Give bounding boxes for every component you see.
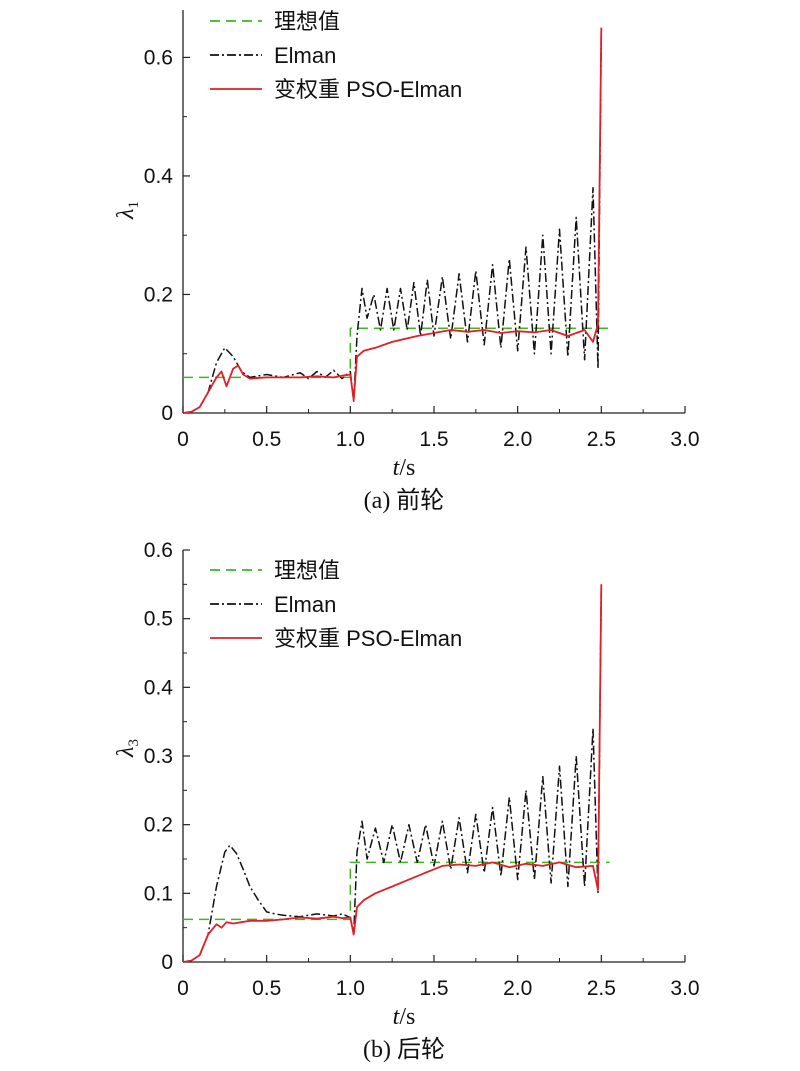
y-axis-label: λ1 — [113, 201, 142, 220]
panel-front-wheel: 0 0.5 1.0 1.5 2.0 2.5 3.0 0 0.2 0.4 0.6 λ1 t/s (a) 前轮… — [113, 9, 700, 514]
legend-label-2: 变权重 PSO-Elman — [274, 77, 462, 102]
y-tick-label: 0.6 — [144, 46, 173, 69]
x-tick-label: 2.0 — [503, 428, 532, 451]
panel-caption: (b) 后轮 — [363, 1036, 445, 1063]
series-line-0 — [183, 861, 610, 921]
panel-caption: (a) 前轮 — [364, 487, 445, 514]
x-tick-label: 2.5 — [587, 428, 616, 451]
legend-label-1: Elman — [274, 43, 336, 68]
y-tick-label: 0 — [161, 951, 173, 974]
y-axis-symbol: λ — [113, 747, 139, 758]
x-tick-label: 1.5 — [419, 428, 448, 451]
x-tick-label: 1.5 — [419, 977, 448, 1000]
x-axis-unit: /s — [399, 455, 415, 481]
y-tick-label: 0.4 — [144, 676, 174, 699]
y-axis-symbol: λ — [113, 209, 139, 220]
y-tick-label: 0 — [161, 402, 173, 425]
x-axis-variable: t — [393, 455, 401, 481]
x-axis-unit: /s — [399, 1004, 415, 1030]
x-tick-label: 2.0 — [503, 977, 532, 1000]
x-tick-label: 2.5 — [587, 977, 616, 1000]
y-axis-subscript: 1 — [126, 201, 142, 209]
y-tick-label: 0.3 — [144, 745, 173, 768]
series-line-0 — [183, 327, 610, 379]
y-tick-label: 0.5 — [144, 608, 173, 631]
y-tick-label: 0.1 — [144, 882, 173, 905]
series-line-2 — [183, 584, 603, 963]
y-tick-label: 0.6 — [144, 539, 173, 562]
x-axis-label: t/s — [393, 455, 416, 481]
x-tick-label: 0 — [177, 977, 189, 1000]
x-axis-label: t/s — [393, 1004, 416, 1030]
x-tick-label: 3.0 — [670, 428, 699, 451]
series-line-1 — [183, 584, 603, 963]
x-tick-label: 0.5 — [252, 977, 281, 1000]
x-tick-label: 1.0 — [336, 428, 365, 451]
legend-label-0: 理想值 — [274, 558, 340, 583]
y-tick-label: 0.2 — [144, 814, 173, 837]
x-tick-label: 0.5 — [252, 428, 281, 451]
series-line-2 — [183, 27, 603, 414]
series-line-1 — [183, 27, 603, 414]
x-tick-label: 0 — [177, 428, 189, 451]
x-tick-label: 1.0 — [336, 977, 365, 1000]
x-tick-label: 3.0 — [670, 977, 699, 1000]
panel-rear-wheel: 0 0.5 1.0 1.5 2.0 2.5 3.0 0 0.1 0.2 0.3 0.4 0.5 0.6 λ3… — [113, 539, 700, 1063]
legend-label-0: 理想值 — [274, 9, 340, 34]
y-tick-label: 0.4 — [144, 165, 174, 188]
legend-label-2: 变权重 PSO-Elman — [274, 626, 462, 651]
y-tick-label: 0.2 — [144, 283, 173, 306]
legend-label-1: Elman — [274, 592, 336, 617]
x-axis-variable: t — [393, 1004, 401, 1030]
y-axis-label: λ3 — [113, 739, 142, 758]
y-axis-subscript: 3 — [126, 739, 142, 747]
